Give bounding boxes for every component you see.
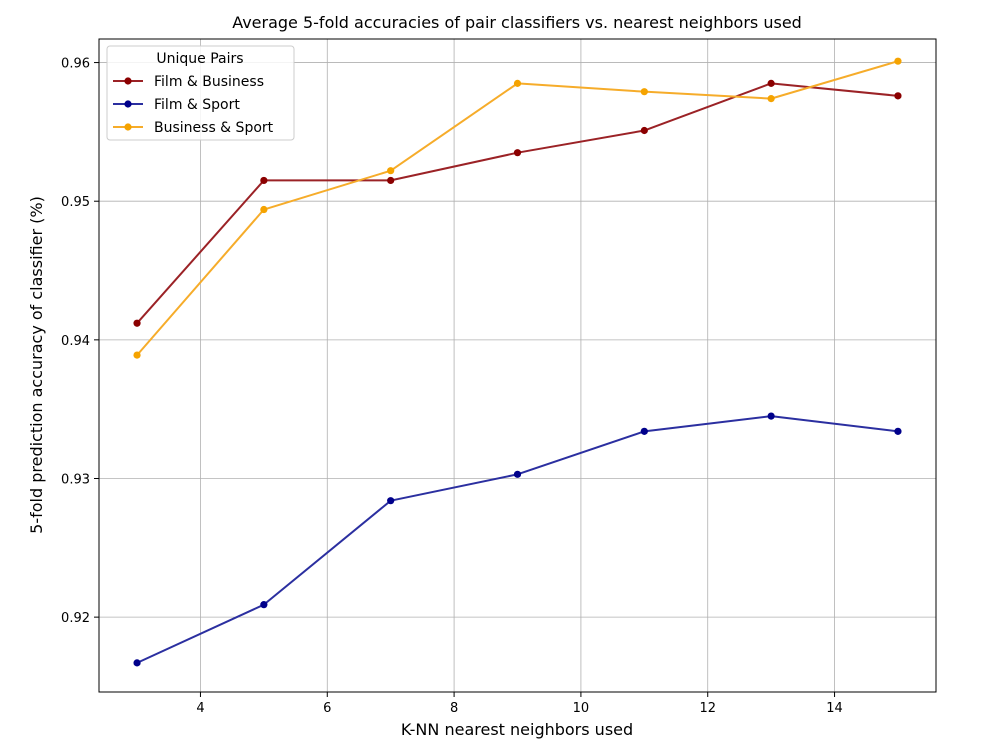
data-point <box>260 205 268 214</box>
data-point <box>133 319 141 327</box>
y-tick-label: 0.93 <box>61 472 90 487</box>
data-point <box>640 427 648 435</box>
y-tick-label: 0.95 <box>61 195 90 210</box>
data-point <box>640 88 648 96</box>
x-axis-label: K-NN nearest neighbors used <box>401 720 633 739</box>
series-line-1 <box>136 415 899 664</box>
data-point <box>387 176 395 185</box>
legend-title: Unique Pairs <box>156 51 243 67</box>
data-point <box>133 351 141 359</box>
legend-entry-label: Business & Sport <box>154 120 274 136</box>
x-tick-label: 10 <box>573 701 590 716</box>
legend-entries: Film & Business Film & Sport Business & Sp… <box>113 74 274 136</box>
legend-entry-label: Film & Business <box>154 74 264 90</box>
x-tick-label: 12 <box>699 701 716 716</box>
data-point <box>767 412 775 420</box>
plot-frame <box>98 38 937 693</box>
data-point <box>894 57 902 65</box>
data-point <box>767 95 775 103</box>
data-point <box>387 497 395 505</box>
y-tick-label: 0.92 <box>61 611 90 626</box>
data-point <box>513 470 522 478</box>
x-tick-label: 4 <box>196 701 204 716</box>
y-axis-label: 5-fold prediction accuracy of classifier… <box>27 196 46 534</box>
data-point <box>260 601 268 609</box>
legend-entry-label: Film & Sport <box>154 97 240 113</box>
x-axis-ticks: 4 6 8 10 12 14 <box>196 692 843 716</box>
data-point <box>513 79 522 87</box>
y-tick-label: 0.96 <box>61 57 90 72</box>
data-point <box>260 176 268 185</box>
legend-marker <box>124 123 132 131</box>
x-tick-label: 8 <box>450 701 458 716</box>
chart-title: Average 5-fold accuracies of pair classi… <box>232 13 802 32</box>
data-point <box>387 167 395 175</box>
x-tick-label: 14 <box>826 701 843 716</box>
x-tick-label: 6 <box>323 701 331 716</box>
data-point <box>767 79 775 87</box>
data-point <box>894 92 902 100</box>
data-point <box>133 659 141 667</box>
series-points <box>133 57 902 667</box>
y-tick-label: 0.94 <box>61 334 90 349</box>
y-axis-ticks: 0.92 0.93 0.94 0.95 0.96 <box>61 57 99 626</box>
legend-marker <box>124 100 132 108</box>
legend-marker <box>124 77 132 85</box>
legend-box <box>106 45 295 141</box>
data-point <box>513 149 522 157</box>
data-point <box>640 126 648 135</box>
data-point <box>894 427 902 435</box>
legend: Unique Pairs Film & Business Film & Sport… <box>106 45 295 141</box>
